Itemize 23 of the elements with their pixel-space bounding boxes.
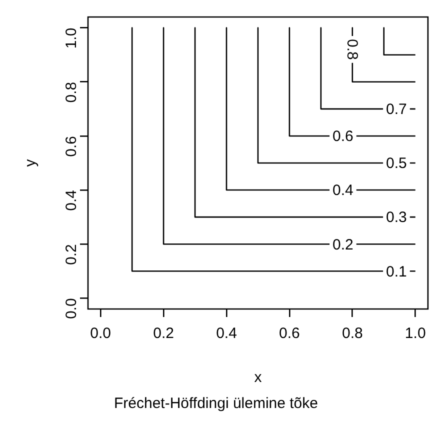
series-label: 0.4 [332, 182, 354, 200]
series-label: 0.7 [386, 101, 407, 118]
x-tick-label: 0.6 [279, 325, 300, 342]
y-tick-label: 0.0 [63, 298, 80, 320]
x-tick-label: 1.0 [404, 325, 426, 342]
series-label: 0.2 [332, 236, 354, 254]
y-tick-label: 0.8 [63, 82, 80, 103]
y-tick-label: 0.2 [63, 244, 80, 265]
x-tick-label: 0.4 [216, 325, 237, 342]
text: Fréchet-Höffdingi ülemine tõke [114, 395, 318, 412]
y-tick-label: 0.6 [63, 136, 80, 157]
x-tick-label: 0.2 [153, 325, 174, 342]
y-axis-title: y [22, 158, 40, 167]
y-tick-label: 1.0 [63, 28, 80, 49]
text: 0.8 [343, 39, 360, 60]
x-tick-label: 0.0 [90, 325, 112, 342]
series-label: 0.1 [386, 263, 407, 280]
x-axis-title: x [254, 369, 262, 386]
series-label: 0.3 [386, 209, 407, 226]
series-label: 0.5 [386, 155, 407, 172]
y-tick-label: 0.4 [63, 190, 80, 211]
series-label: 0.6 [332, 128, 354, 146]
x-tick-label: 0.8 [342, 325, 363, 342]
